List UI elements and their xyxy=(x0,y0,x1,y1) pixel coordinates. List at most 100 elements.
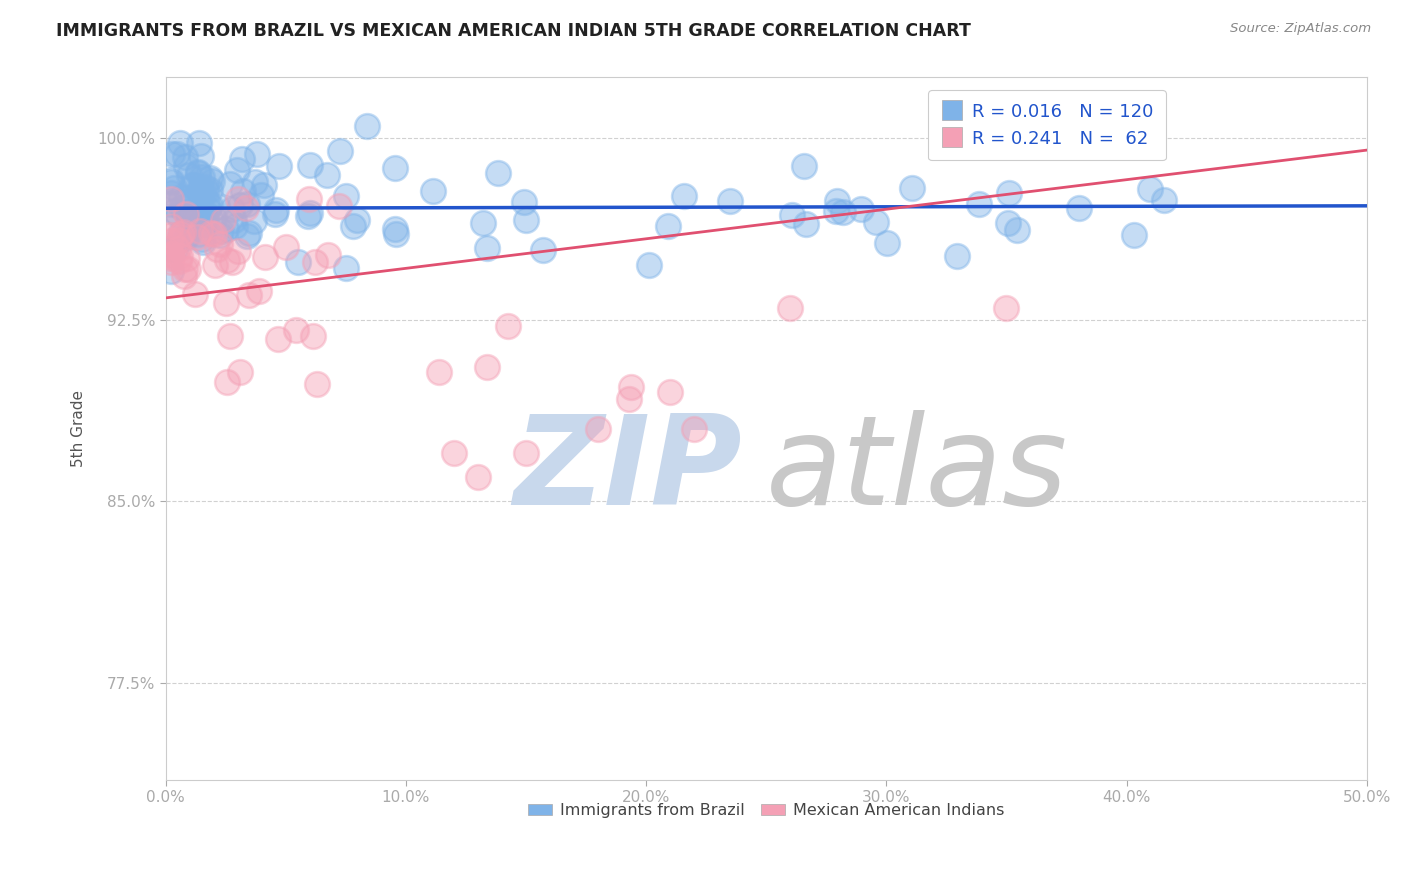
Point xyxy=(180,178,202,192)
Point xyxy=(187,227,209,241)
Point xyxy=(191,232,214,246)
Point xyxy=(865,215,887,229)
Point xyxy=(191,169,214,184)
Point xyxy=(496,319,519,334)
Point xyxy=(235,201,257,215)
Point xyxy=(170,201,193,215)
Point xyxy=(229,198,252,212)
Point xyxy=(222,213,245,227)
Point xyxy=(159,173,181,187)
Point xyxy=(188,224,211,238)
Point xyxy=(267,332,290,346)
Point xyxy=(228,365,250,379)
Point xyxy=(287,255,309,269)
Point xyxy=(190,181,212,195)
Point xyxy=(202,211,225,225)
Text: atlas: atlas xyxy=(766,410,1069,532)
Point xyxy=(274,240,297,254)
Y-axis label: 5th Grade: 5th Grade xyxy=(72,390,86,467)
Point xyxy=(183,220,205,235)
Point xyxy=(181,190,204,204)
Point xyxy=(159,255,181,269)
Point xyxy=(238,287,260,301)
Point xyxy=(200,198,222,212)
Point xyxy=(174,159,197,173)
Point xyxy=(384,222,406,236)
Point xyxy=(193,217,215,231)
Point xyxy=(177,262,200,277)
Point xyxy=(177,228,200,243)
Point xyxy=(215,222,238,236)
Point xyxy=(200,183,222,197)
Point xyxy=(200,171,222,186)
Point xyxy=(221,255,243,269)
Point xyxy=(190,149,212,163)
Point xyxy=(159,234,181,248)
Point xyxy=(285,322,308,336)
Point xyxy=(194,180,217,194)
Point xyxy=(346,212,368,227)
Point xyxy=(163,242,186,256)
Point xyxy=(780,208,803,222)
Point xyxy=(513,194,536,209)
Point xyxy=(794,217,817,231)
Point xyxy=(831,205,853,219)
Point xyxy=(328,199,350,213)
Point xyxy=(219,178,242,192)
Point xyxy=(163,204,186,219)
Point xyxy=(159,219,181,234)
Point xyxy=(672,189,695,203)
Point xyxy=(217,253,239,268)
Point xyxy=(1139,182,1161,196)
Point xyxy=(226,192,249,206)
Point xyxy=(356,119,378,133)
Point xyxy=(194,210,217,224)
Point xyxy=(515,213,537,227)
Point xyxy=(212,213,235,227)
Point xyxy=(174,207,197,221)
Point xyxy=(170,227,193,241)
Point xyxy=(967,197,990,211)
Point xyxy=(298,158,321,172)
Point xyxy=(195,184,218,198)
Point xyxy=(849,202,872,216)
Point xyxy=(297,210,319,224)
Point xyxy=(205,199,228,213)
Point xyxy=(945,249,967,263)
Point xyxy=(305,376,328,391)
Point xyxy=(515,446,537,460)
Point xyxy=(200,226,222,240)
Point xyxy=(315,169,337,183)
Point xyxy=(173,262,195,277)
Point xyxy=(467,470,489,484)
Point xyxy=(193,205,215,219)
Point xyxy=(245,175,267,189)
Point xyxy=(169,254,191,268)
Point xyxy=(422,184,444,198)
Point xyxy=(252,178,274,193)
Point xyxy=(173,150,195,164)
Point xyxy=(266,203,288,218)
Point xyxy=(1005,223,1028,237)
Point xyxy=(170,190,193,204)
Text: IMMIGRANTS FROM BRAZIL VS MEXICAN AMERICAN INDIAN 5TH GRADE CORRELATION CHART: IMMIGRANTS FROM BRAZIL VS MEXICAN AMERIC… xyxy=(56,22,972,40)
Point xyxy=(173,268,195,283)
Point xyxy=(159,228,181,243)
Point xyxy=(267,159,290,173)
Point xyxy=(180,202,202,217)
Point xyxy=(683,422,706,436)
Point xyxy=(236,196,259,211)
Point xyxy=(247,284,270,298)
Point xyxy=(176,191,198,205)
Point xyxy=(1153,193,1175,207)
Point xyxy=(169,249,191,263)
Point xyxy=(208,227,231,242)
Point xyxy=(299,206,322,220)
Point xyxy=(197,202,219,217)
Point xyxy=(219,329,242,343)
Point xyxy=(329,144,352,158)
Point xyxy=(264,206,287,220)
Point xyxy=(186,229,208,244)
Point xyxy=(177,207,200,221)
Point xyxy=(159,197,181,211)
